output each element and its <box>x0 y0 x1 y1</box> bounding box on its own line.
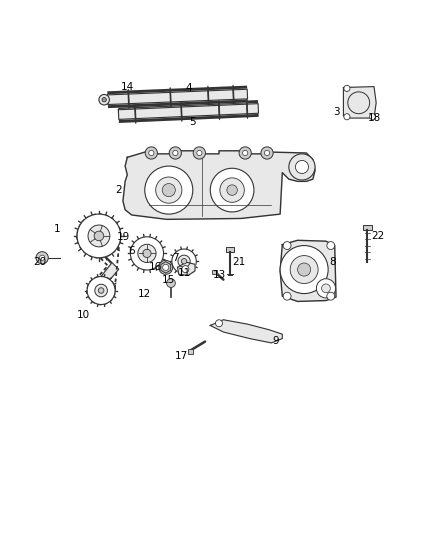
Circle shape <box>131 237 163 270</box>
Circle shape <box>290 256 318 284</box>
Text: 2: 2 <box>115 185 122 195</box>
Circle shape <box>39 255 45 261</box>
FancyBboxPatch shape <box>187 350 193 354</box>
Circle shape <box>295 160 308 174</box>
Text: 9: 9 <box>272 336 279 346</box>
Circle shape <box>243 150 248 156</box>
Circle shape <box>145 147 157 159</box>
Circle shape <box>166 279 175 287</box>
Polygon shape <box>210 320 283 343</box>
Text: 18: 18 <box>367 113 381 123</box>
Text: 22: 22 <box>372 231 385 241</box>
Circle shape <box>227 185 237 195</box>
Circle shape <box>239 147 251 159</box>
FancyBboxPatch shape <box>363 225 372 230</box>
Circle shape <box>210 168 254 212</box>
Circle shape <box>297 263 311 276</box>
Circle shape <box>181 259 187 264</box>
Text: 6: 6 <box>128 246 135 256</box>
Text: 15: 15 <box>162 276 175 286</box>
Text: 12: 12 <box>138 288 152 298</box>
Circle shape <box>162 183 175 197</box>
Circle shape <box>283 241 291 249</box>
Polygon shape <box>107 89 247 104</box>
Circle shape <box>159 261 173 274</box>
Circle shape <box>265 150 270 156</box>
Circle shape <box>327 241 335 249</box>
Text: 21: 21 <box>232 257 245 267</box>
Polygon shape <box>280 240 336 302</box>
Polygon shape <box>177 262 195 275</box>
Circle shape <box>316 279 336 298</box>
Circle shape <box>102 98 106 102</box>
Text: 11: 11 <box>177 268 191 278</box>
Text: 10: 10 <box>77 310 90 319</box>
Text: 8: 8 <box>329 257 336 267</box>
Circle shape <box>169 147 181 159</box>
Circle shape <box>215 320 223 327</box>
FancyBboxPatch shape <box>226 247 234 252</box>
Polygon shape <box>343 87 376 118</box>
Text: 17: 17 <box>175 351 188 361</box>
Circle shape <box>149 150 154 156</box>
Text: 20: 20 <box>33 257 46 267</box>
Text: 14: 14 <box>121 83 134 93</box>
Text: 3: 3 <box>334 107 340 117</box>
FancyBboxPatch shape <box>212 270 217 274</box>
Circle shape <box>143 249 151 257</box>
Text: 5: 5 <box>190 117 196 127</box>
Text: 16: 16 <box>149 262 162 271</box>
Circle shape <box>220 178 244 203</box>
Circle shape <box>94 231 104 241</box>
Text: 7: 7 <box>172 253 179 263</box>
Polygon shape <box>123 151 315 220</box>
Circle shape <box>283 292 291 300</box>
Polygon shape <box>79 231 119 296</box>
Circle shape <box>172 249 196 273</box>
Circle shape <box>321 284 330 293</box>
Text: 19: 19 <box>117 232 130 242</box>
Circle shape <box>327 292 335 300</box>
Circle shape <box>280 246 328 294</box>
Circle shape <box>138 244 156 263</box>
Circle shape <box>77 214 121 258</box>
Circle shape <box>155 177 182 203</box>
Circle shape <box>98 288 104 293</box>
Circle shape <box>182 265 189 272</box>
Circle shape <box>173 150 178 156</box>
Circle shape <box>162 264 169 270</box>
Text: 1: 1 <box>54 224 61 235</box>
Circle shape <box>193 147 205 159</box>
Polygon shape <box>118 103 258 119</box>
Circle shape <box>370 114 376 120</box>
Circle shape <box>261 147 273 159</box>
Circle shape <box>178 255 190 268</box>
Circle shape <box>344 85 350 92</box>
Circle shape <box>289 154 315 180</box>
Text: 13: 13 <box>212 270 226 280</box>
Circle shape <box>87 277 115 304</box>
Text: 4: 4 <box>185 83 192 93</box>
Circle shape <box>36 252 48 264</box>
Circle shape <box>348 92 370 114</box>
Circle shape <box>95 284 107 297</box>
Circle shape <box>197 150 202 156</box>
Circle shape <box>344 114 350 120</box>
Circle shape <box>88 225 110 247</box>
Circle shape <box>145 166 193 214</box>
Circle shape <box>99 94 110 105</box>
